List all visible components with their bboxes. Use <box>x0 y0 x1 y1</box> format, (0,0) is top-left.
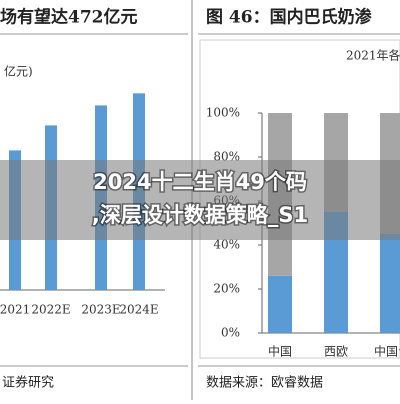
y-tick-label: 0% <box>221 326 240 340</box>
x-tick-label: 中国台 <box>374 344 400 359</box>
x-tick-label: 2021 <box>0 303 30 317</box>
bar-segment <box>268 275 292 333</box>
chart-subtitle: 2021年各 <box>346 48 400 63</box>
x-tick-label: 2022E <box>31 303 70 317</box>
x-tick-label: 2023E <box>81 303 120 317</box>
x-tick-label: 中国 <box>268 344 292 359</box>
chart-title: 场有望达472亿元 <box>0 7 138 28</box>
y-tick-label: 20% <box>213 282 240 296</box>
bar-segment <box>380 234 400 333</box>
source: 数据来源：欧睿数据 <box>206 376 323 391</box>
overlay-title: ,深层设计数据策略_S1 <box>92 203 308 227</box>
x-tick-label: 西欧 <box>324 345 348 359</box>
overlay-band <box>0 160 400 240</box>
x-tick-label: 2024E <box>119 303 158 317</box>
y-tick-label: 100% <box>206 106 240 120</box>
chart-title: 图 46：国内巴氏奶渗 <box>206 7 373 28</box>
source: 证券研究 <box>2 375 54 391</box>
axis-label: 亿元) <box>4 64 33 79</box>
overlay-title: 2024十二生肖49个码 <box>93 170 307 194</box>
y-tick-label: 40% <box>213 238 240 252</box>
